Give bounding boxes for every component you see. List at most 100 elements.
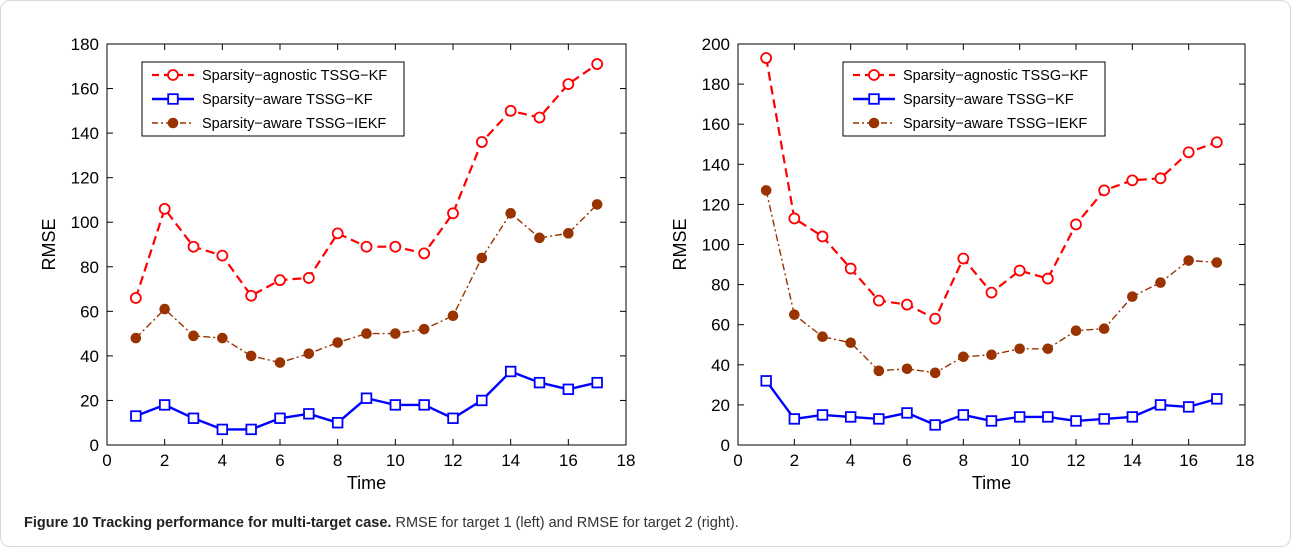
data-point: [130, 410, 142, 422]
data-point: [1126, 411, 1139, 423]
data-point: [302, 272, 315, 284]
data-point: [245, 423, 257, 436]
data-point: [816, 230, 829, 243]
data-point: [1154, 399, 1167, 411]
series-line: [765, 190, 1217, 374]
legend-marker: [167, 93, 179, 105]
data-point: [187, 412, 200, 424]
legend-marker: [167, 117, 179, 129]
legend-label: Sparsity−aware TSSG−KF: [202, 92, 373, 108]
data-point: [562, 383, 575, 396]
x-tick-label: 0: [733, 451, 742, 470]
y-tick-label: 0: [721, 436, 730, 455]
data-point: [760, 185, 772, 196]
data-point: [418, 323, 430, 335]
x-tick-label: 6: [275, 451, 284, 470]
data-point: [873, 365, 885, 377]
data-point: [1211, 393, 1223, 405]
data-point: [447, 310, 459, 322]
y-tick-label: 160: [702, 115, 730, 134]
legend: Sparsity−agnostic TSSG−KF Sparsity−aware …: [141, 61, 405, 137]
data-point: [159, 303, 170, 315]
data-point: [957, 252, 970, 265]
y-tick-label: 100: [71, 213, 99, 232]
data-point: [760, 375, 772, 387]
data-point: [1183, 255, 1194, 266]
x-tick-label: 16: [1179, 451, 1198, 470]
data-point: [475, 136, 488, 148]
data-point: [331, 227, 344, 240]
y-tick-label: 120: [702, 195, 730, 214]
data-point: [901, 407, 913, 419]
x-axis-label: Time: [972, 473, 1011, 493]
data-point: [901, 298, 913, 311]
series-1: [760, 52, 1223, 325]
data-point: [418, 247, 431, 260]
series-line: [135, 203, 598, 364]
x-tick-label: 8: [333, 451, 342, 470]
x-tick-label: 12: [444, 451, 463, 470]
data-point: [533, 376, 546, 389]
data-point: [958, 351, 969, 363]
data-point: [1098, 184, 1111, 197]
data-point: [845, 337, 856, 349]
legend-label: Sparsity−aware TSSG−IEKF: [202, 116, 386, 132]
data-point: [1013, 264, 1026, 277]
x-tick-label: 12: [1067, 451, 1086, 470]
data-point: [217, 332, 228, 344]
data-point: [1042, 343, 1054, 355]
caption-label: Figure 10: [24, 515, 89, 531]
y-tick-label: 80: [80, 258, 99, 277]
series-3: [130, 199, 603, 368]
legend-label: Sparsity−aware TSSG−IEKF: [903, 116, 1087, 132]
data-point: [332, 337, 343, 348]
data-point: [901, 363, 913, 375]
x-tick-label: 10: [386, 451, 405, 470]
data-point: [1182, 401, 1195, 413]
x-tick-label: 18: [1236, 451, 1255, 470]
chart-target-2: 0 2 4 6 8 10 12 14 16 180204060801001201401601802…: [670, 35, 1254, 493]
y-tick-label: 60: [711, 316, 730, 335]
data-point: [188, 330, 199, 342]
data-point: [274, 274, 286, 287]
y-tick-label: 180: [71, 35, 99, 54]
legend: Sparsity−agnostic TSSG−KF Sparsity−aware …: [842, 61, 1106, 137]
data-point: [817, 331, 828, 343]
x-tick-label: 4: [846, 451, 855, 470]
axes-box: [106, 43, 627, 446]
y-tick-label: 120: [71, 169, 99, 188]
data-point: [929, 419, 941, 431]
data-point: [844, 411, 857, 423]
y-tick-label: 80: [711, 276, 730, 295]
data-point: [245, 289, 258, 302]
x-tick-label: 0: [102, 451, 111, 470]
data-point: [1182, 146, 1195, 159]
x-tick-label: 16: [559, 451, 578, 470]
data-point: [563, 228, 574, 239]
series-2: [760, 375, 1223, 431]
data-point: [1042, 411, 1054, 423]
data-point: [788, 212, 801, 225]
x-axis-label: Time: [347, 473, 386, 493]
data-point: [1127, 291, 1138, 302]
data-point: [1155, 277, 1166, 288]
chart-target-1: 0 2 4 6 8 10 12 14 16 18020406080100120140160180T…: [39, 35, 635, 493]
x-tick-label: 10: [1010, 451, 1029, 470]
data-point: [533, 111, 546, 124]
data-point: [216, 423, 229, 436]
legend-marker: [868, 69, 880, 81]
data-point: [929, 312, 942, 325]
legend-label: Sparsity−aware TSSG−KF: [903, 92, 1074, 108]
data-point: [505, 208, 516, 219]
data-point: [1070, 415, 1082, 427]
x-tick-label: 8: [959, 451, 968, 470]
caption-text: RMSE for target 1 (left) and RMSE for ta…: [395, 515, 739, 531]
data-point: [1014, 343, 1025, 355]
data-point: [361, 328, 372, 339]
data-point: [873, 413, 885, 425]
data-point: [389, 240, 402, 253]
data-point: [1098, 413, 1110, 425]
x-tick-label: 2: [160, 451, 169, 470]
data-point: [447, 412, 459, 424]
x-tick-label: 2: [790, 451, 799, 470]
